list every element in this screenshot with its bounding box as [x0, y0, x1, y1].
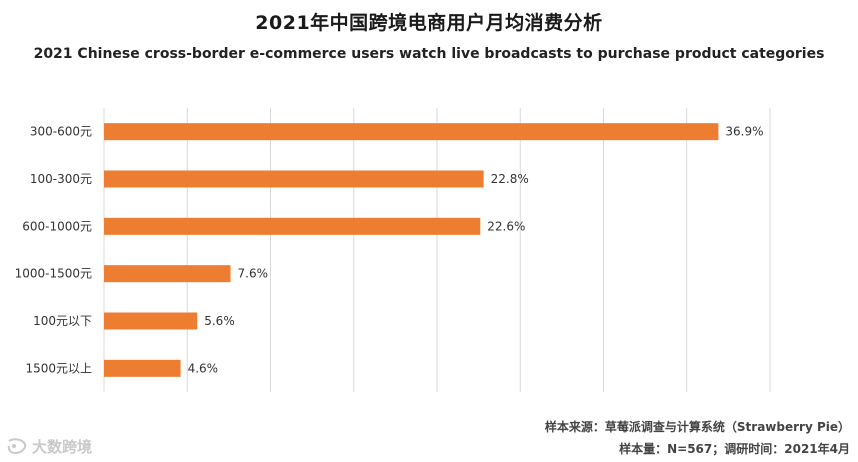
chart-title: 2021年中国跨境电商用户月均消费分析: [255, 12, 603, 34]
category-label: 100元以下: [33, 314, 92, 328]
value-label: 22.6%: [487, 219, 525, 233]
category-label: 1500元以上: [25, 361, 92, 375]
category-label: 600-1000元: [22, 219, 92, 233]
category-label: 1000-1500元: [15, 267, 92, 281]
value-label: 4.6%: [188, 361, 219, 375]
chart-subtitle: 2021 Chinese cross-border e-commerce use…: [33, 46, 825, 62]
bar: [104, 217, 481, 235]
source-note: 样本来源：草莓派调查与计算系统（Strawberry Pie）: [544, 420, 850, 434]
bar: [104, 123, 719, 141]
category-label: 300-600元: [30, 125, 92, 139]
value-label: 36.9%: [725, 125, 763, 139]
watermark-text: 大数跨境: [32, 438, 93, 456]
bar: [104, 359, 181, 377]
category-label: 100-300元: [30, 172, 92, 186]
bar: [104, 312, 198, 330]
bar: [104, 265, 231, 283]
bar: [104, 170, 484, 188]
watermark-icon: [7, 437, 27, 454]
sample-note: 样本量：N=567；调研时间：2021年4月: [619, 442, 850, 456]
value-label: 7.6%: [238, 267, 268, 281]
watermark-logo: 大数跨境: [6, 436, 92, 457]
value-label: 5.6%: [204, 314, 235, 328]
value-label: 22.8%: [491, 172, 529, 186]
